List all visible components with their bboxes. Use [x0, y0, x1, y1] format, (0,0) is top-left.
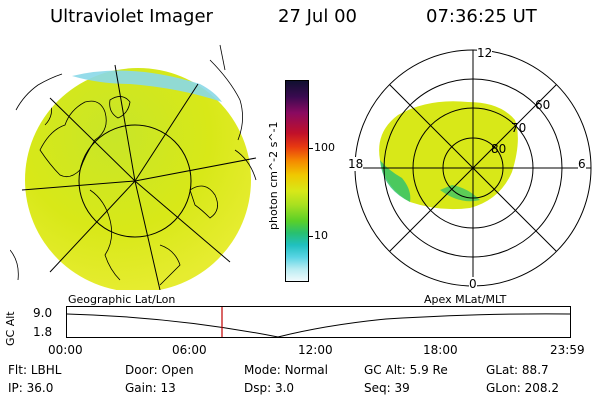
- header-time: 07:36:25 UT: [426, 6, 537, 27]
- glat-value: 88.7: [521, 363, 549, 377]
- info-gcalt: GC Alt: 5.9 Re: [364, 363, 448, 377]
- mlt-label-6: 6: [578, 157, 586, 171]
- info-ip: IP: 36.0: [8, 381, 53, 395]
- colorbar-tick-10: [308, 236, 313, 237]
- altitude-ytick-low: 1.8: [33, 325, 53, 339]
- info-dsp: Dsp: 3.0: [244, 381, 294, 395]
- seq-label: Seq:: [364, 381, 391, 395]
- time-tick-1800: 18:00: [423, 343, 458, 357]
- colorbar-tick-label-10: 10: [314, 229, 328, 242]
- info-door: Door: Open: [125, 363, 194, 377]
- colorbar-tick-label-100: 100: [314, 141, 335, 154]
- door-label: Door:: [125, 363, 158, 377]
- coastlines-outer: [10, 44, 257, 281]
- filter-value: LBHL: [30, 363, 62, 377]
- mlat-label-60: 60: [535, 98, 551, 112]
- geo-panel-label: Geographic Lat/Lon: [68, 293, 176, 306]
- altitude-plot: [66, 306, 571, 338]
- time-tick-0000: 00:00: [48, 343, 83, 357]
- gain-value: 13: [160, 381, 176, 395]
- mlt-label-0: 0: [469, 277, 477, 291]
- time-tick-2359: 23:59: [550, 343, 585, 357]
- seq-value: 39: [394, 381, 410, 395]
- info-gain: Gain: 13: [125, 381, 176, 395]
- uv-emission-disc: [25, 68, 251, 290]
- geographic-image: [10, 44, 257, 290]
- colorbar-label: photon cm^-2 s^-1: [267, 121, 280, 230]
- time-tick-0600: 06:00: [172, 343, 207, 357]
- mlat-label-80: 80: [491, 142, 507, 156]
- polar-plot: [354, 49, 592, 287]
- ip-value: 36.0: [26, 381, 54, 395]
- colorbar-tick-100: [308, 148, 313, 149]
- auroral-oval: [379, 101, 518, 210]
- glon-value: 208.2: [524, 381, 559, 395]
- info-seq: Seq: 39: [364, 381, 410, 395]
- app-title: Ultraviolet Imager: [50, 6, 213, 27]
- gcalt-label: GC Alt:: [364, 363, 406, 377]
- dsp-value: 3.0: [274, 381, 295, 395]
- altitude-curve: [66, 313, 571, 338]
- altitude-plot-frame: [66, 306, 571, 338]
- auroral-oval-edge: [380, 160, 411, 202]
- door-value: Open: [161, 363, 194, 377]
- gain-label: Gain:: [125, 381, 157, 395]
- polar-panel-label: Apex MLat/MLT: [424, 293, 507, 306]
- mlat-label-70: 70: [511, 121, 527, 135]
- info-glon: GLon: 208.2: [486, 381, 559, 395]
- header-date: 27 Jul 00: [278, 6, 357, 27]
- mode-label: Mode:: [244, 363, 281, 377]
- ip-label: IP:: [8, 381, 23, 395]
- info-mode: Mode: Normal: [244, 363, 328, 377]
- mlt-label-18: 18: [348, 157, 364, 171]
- info-glat: GLat: 88.7: [486, 363, 549, 377]
- filter-label: Flt:: [8, 363, 27, 377]
- colorbar: [285, 80, 309, 282]
- dsp-label: Dsp:: [244, 381, 272, 395]
- lat-lon-grid: [21, 64, 257, 290]
- mode-value: Normal: [284, 363, 328, 377]
- mlt-label-12: 12: [477, 46, 493, 60]
- glon-label: GLon:: [486, 381, 521, 395]
- gcalt-value: 5.9 Re: [409, 363, 448, 377]
- time-tick-1200: 12:00: [298, 343, 333, 357]
- auroral-oval-edge-2: [440, 185, 480, 202]
- altitude-ytick-high: 9.0: [33, 306, 53, 320]
- polar-grid: [354, 49, 592, 287]
- altitude-ylabel: GC Alt: [4, 311, 17, 346]
- glat-label: GLat:: [486, 363, 519, 377]
- low-intensity-edge: [72, 70, 222, 102]
- info-filter: Flt: LBHL: [8, 363, 61, 377]
